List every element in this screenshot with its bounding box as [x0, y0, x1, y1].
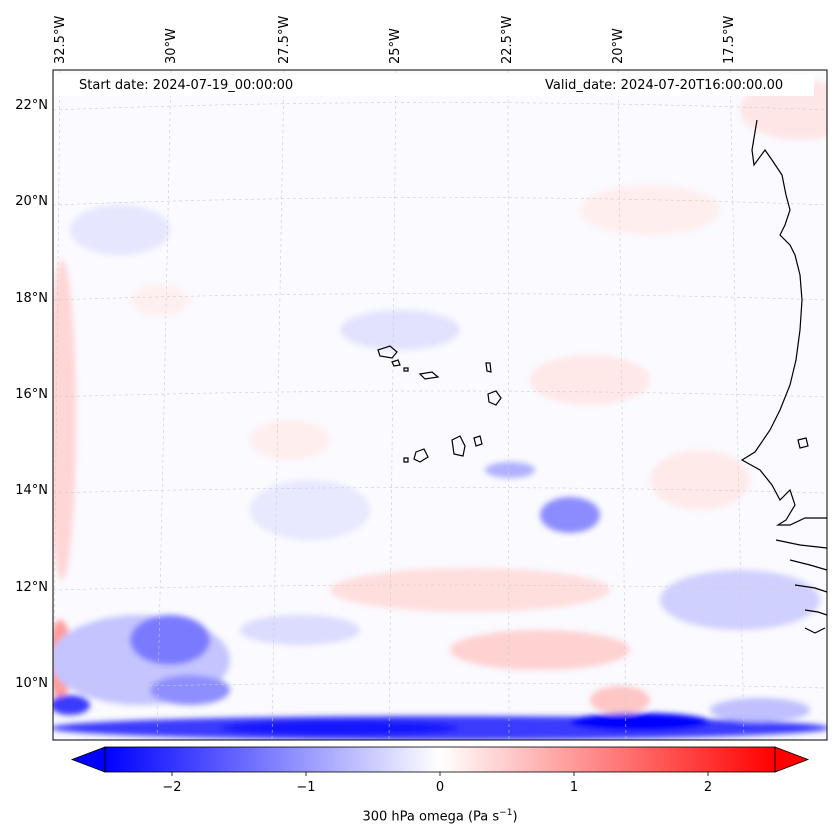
field-patch: [650, 450, 750, 510]
start-date-label: Start date: 2024-07-19_00:00:00: [79, 78, 294, 93]
colorbar-tickmarks: [171, 772, 709, 776]
field-patch: [540, 497, 600, 533]
lat-label: 22°N: [15, 98, 48, 113]
lat-label: 18°N: [15, 291, 48, 306]
island: [391, 359, 401, 367]
colorbar-label-main: 300 hPa omega (Pa s: [362, 809, 500, 825]
colorbar-extend-right: [774, 746, 810, 773]
field-patch: [130, 284, 190, 316]
island: [451, 435, 466, 457]
lat-label: 20°N: [15, 194, 48, 209]
lon-label: 22.5°W: [500, 15, 515, 64]
field-patch: [340, 310, 460, 350]
field-patch: [485, 462, 535, 478]
colorbar-tick-label: 0: [435, 780, 445, 795]
colorbar-tick-label: −2: [162, 780, 182, 795]
field-patch: [70, 205, 170, 255]
lat-label: 12°N: [15, 580, 48, 595]
coastlines: [377, 119, 827, 634]
field-patch: [220, 720, 460, 736]
island: [473, 435, 483, 447]
lon-label: 17.5°W: [722, 15, 737, 64]
island: [418, 371, 440, 380]
gridlines: [53, 70, 827, 740]
colorbar-tick-label: 2: [703, 780, 713, 795]
field-patch: [150, 675, 230, 705]
field-patch: [450, 630, 630, 670]
map-frame: [52, 69, 828, 741]
field-patch: [570, 713, 710, 731]
valid-date-label: Valid_date: 2024-07-20T16:00:00.00: [545, 78, 784, 93]
field-patch: [130, 615, 210, 665]
lon-label: 20°W: [611, 28, 626, 64]
date-label-strip: [54, 75, 814, 96]
island: [485, 362, 492, 373]
colorbar-body: [105, 747, 775, 772]
field-patch: [580, 185, 720, 235]
island: [377, 345, 398, 359]
island: [403, 367, 409, 372]
field-patch: [53, 695, 90, 715]
colorbar-extend-left: [70, 746, 106, 773]
field-patch: [330, 568, 610, 612]
colorbar-label-end: ): [512, 809, 518, 825]
lon-label: 32.5°W: [53, 15, 68, 64]
lat-label: 14°N: [15, 483, 48, 498]
field-patch: [240, 615, 360, 645]
island: [403, 457, 409, 463]
lon-label: 25°W: [388, 28, 403, 64]
colorbar-tick-label: −1: [296, 780, 316, 795]
africa-coastline: [740, 119, 827, 526]
colorbar-tick-label: 1: [569, 780, 579, 795]
lon-label: 27.5°W: [277, 15, 292, 64]
lon-label: 30°W: [164, 28, 179, 64]
field-patch: [250, 420, 330, 460]
colorbar: [70, 746, 810, 776]
island: [487, 390, 502, 406]
field-patch: [660, 570, 820, 630]
lat-label: 16°N: [15, 387, 48, 402]
island: [797, 437, 809, 449]
field-patch: [53, 260, 76, 580]
lat-label: 10°N: [15, 676, 48, 691]
field-patch: [530, 355, 650, 405]
omega-field: [53, 80, 827, 740]
field-patch: [590, 686, 650, 714]
field-patch: [250, 480, 370, 540]
field-patch: [710, 698, 810, 722]
colorbar-label-exponent: −1: [499, 808, 513, 818]
colorbar-label: 300 hPa omega (Pa s−1): [362, 808, 517, 824]
island: [413, 448, 429, 463]
